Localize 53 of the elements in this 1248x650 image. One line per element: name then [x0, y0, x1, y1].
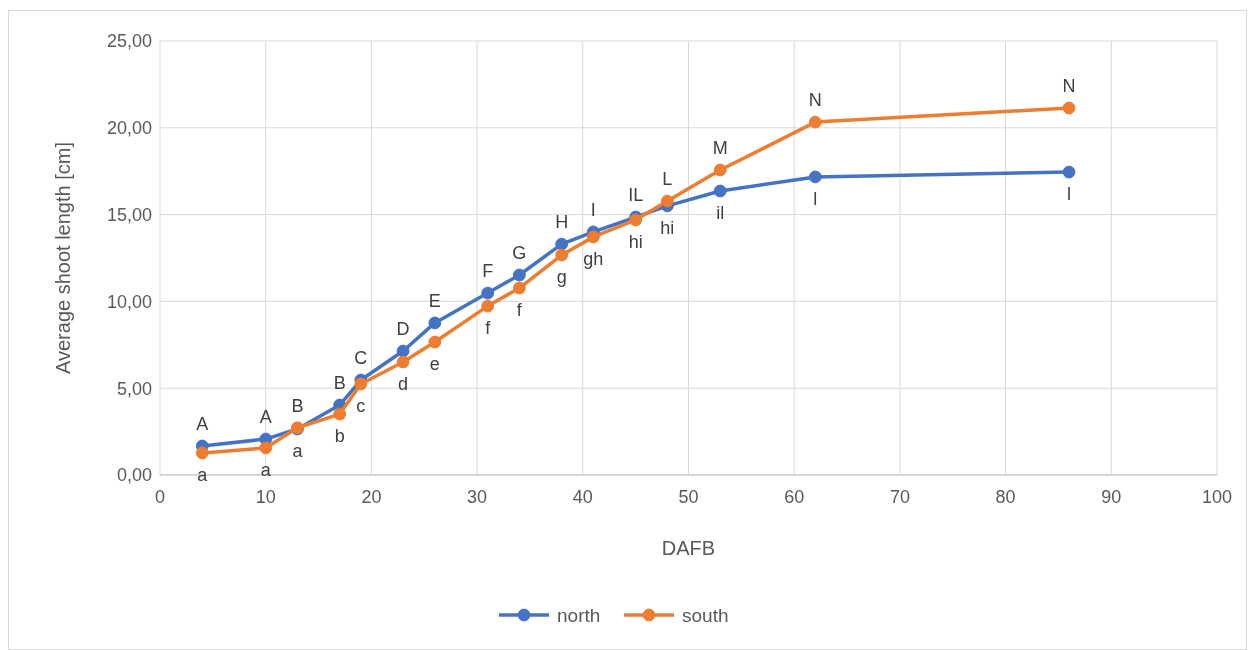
annotation: N [1062, 76, 1076, 97]
y-tick-label: 0,00 [116, 465, 152, 486]
annotation: il [716, 202, 725, 223]
annotation: a [292, 441, 304, 461]
annotation: M [712, 137, 728, 158]
annotation: gh [583, 248, 604, 269]
x-tick-label: 30 [467, 487, 488, 507]
annotation: B [291, 395, 304, 416]
x-tick-label: 50 [678, 487, 699, 507]
annotation: B [333, 373, 346, 394]
annotation: hi [660, 217, 675, 238]
annotation: L [662, 169, 673, 190]
y-tick-label: 10,00 [106, 291, 152, 312]
x-tick-label: 100 [1201, 487, 1233, 507]
x-tick-label: 80 [995, 487, 1016, 507]
annotation: c [356, 396, 366, 417]
annotation: C [354, 348, 368, 369]
annotation: D [396, 319, 410, 340]
annotation: f [516, 300, 523, 321]
annotation: hi [628, 231, 643, 252]
annotation: g [556, 267, 567, 288]
legend-label: south [682, 604, 729, 626]
annotation: d [398, 373, 409, 394]
annotation: G [512, 243, 527, 264]
x-axis-title: DAFB [661, 537, 716, 559]
x-tick-label: 20 [361, 487, 382, 507]
annotation: E [428, 290, 441, 311]
annotation: IL [628, 185, 644, 206]
annotation: A [196, 414, 209, 435]
annotation: l [1067, 184, 1072, 205]
y-axis-title: Average shoot length [cm] [52, 142, 74, 374]
legend-label: north [557, 604, 601, 626]
x-tick-label: 0 [154, 487, 166, 507]
annotation: N [808, 90, 822, 111]
x-tick-label: 40 [572, 487, 593, 507]
annotation: H [555, 212, 569, 233]
annotation: e [429, 354, 440, 375]
y-tick-label: 20,00 [106, 118, 152, 139]
annotation: f [485, 318, 492, 339]
annotation: A [259, 407, 272, 428]
annotation: F [482, 261, 494, 282]
x-tick-label: 70 [889, 487, 910, 507]
annotation: a [197, 464, 209, 485]
annotation: a [260, 459, 272, 480]
y-tick-label: 5,00 [116, 378, 152, 399]
y-tick-label: 15,00 [106, 204, 152, 225]
y-tick-label: 25,00 [106, 31, 152, 52]
x-tick-label: 10 [255, 487, 276, 507]
annotation: l [813, 188, 818, 209]
annotation: I [590, 199, 596, 220]
x-tick-label: 90 [1101, 487, 1122, 507]
x-tick-label: 60 [784, 487, 805, 507]
annotation: b [334, 426, 345, 447]
